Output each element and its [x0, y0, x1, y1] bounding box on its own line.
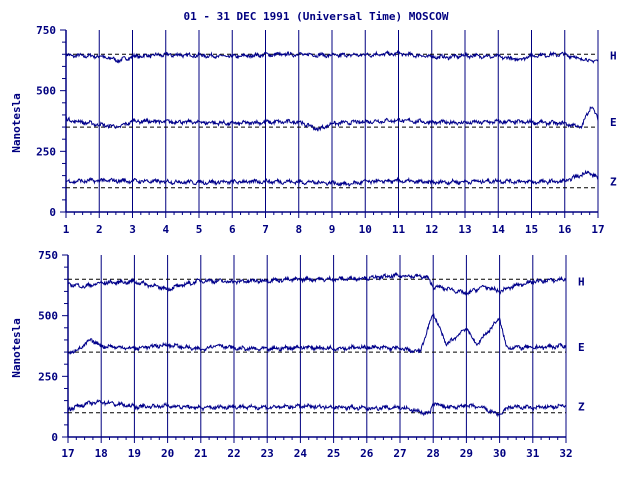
x-tick-label: 28: [427, 447, 440, 460]
x-tick-label: 26: [360, 447, 374, 460]
x-tick-label: 30: [493, 447, 506, 460]
x-tick-label: 24: [294, 447, 308, 460]
series-e: [67, 312, 567, 355]
series-e: [65, 106, 599, 132]
x-tick-label: 21: [194, 447, 208, 460]
series-label-h: H: [610, 49, 617, 62]
series-h: [67, 271, 567, 296]
x-tick-label: 19: [128, 447, 141, 460]
x-tick-label: 23: [261, 447, 274, 460]
x-tick-label: 6: [229, 223, 236, 236]
x-tick-label: 29: [460, 447, 473, 460]
x-tick-label: 5: [196, 223, 203, 236]
x-tick-label: 3: [129, 223, 136, 236]
series-h: [65, 49, 599, 64]
x-tick-label: 13: [458, 223, 471, 236]
y-tick-label: 750: [38, 249, 58, 262]
x-tick-label: 2: [96, 223, 103, 236]
y-tick-label: 750: [36, 24, 56, 37]
x-tick-label: 17: [61, 447, 74, 460]
x-tick-label: 4: [162, 223, 169, 236]
x-tick-label: 22: [227, 447, 240, 460]
x-tick-label: 32: [559, 447, 572, 460]
x-tick-label: 16: [558, 223, 572, 236]
y-tick-label: 250: [36, 145, 56, 158]
x-tick-label: 25: [327, 447, 340, 460]
x-tick-label: 1: [63, 223, 70, 236]
series-label-h: H: [578, 276, 585, 289]
y-axis-label: Nanotesla: [10, 318, 23, 378]
x-tick-label: 17: [591, 223, 604, 236]
y-tick-label: 0: [51, 431, 58, 444]
series-label-z: Z: [610, 176, 617, 189]
x-tick-label: 15: [525, 223, 538, 236]
x-tick-label: 11: [392, 223, 406, 236]
series-z: [65, 169, 599, 187]
series-label-e: E: [610, 116, 617, 129]
x-tick-label: 10: [359, 223, 372, 236]
x-tick-label: 9: [329, 223, 336, 236]
x-tick-label: 20: [161, 447, 174, 460]
y-tick-label: 0: [49, 206, 56, 219]
x-tick-label: 31: [526, 447, 540, 460]
chart-title: 01 - 31 DEC 1991 (Universal Time) MOSCOW: [184, 10, 449, 23]
panel-bottom: 0 250 500 750 17 18 19 20 21 22 23 24 25 26 27 28 29 30 31…: [10, 249, 585, 460]
x-tick-label: 14: [492, 223, 506, 236]
x-tick-label: 8: [295, 223, 302, 236]
x-tick-label: 7: [262, 223, 269, 236]
y-tick-label: 500: [36, 85, 56, 98]
y-tick-label: 250: [38, 370, 58, 383]
series-z: [67, 398, 567, 418]
series-label-e: E: [578, 341, 585, 354]
series-label-z: Z: [578, 401, 585, 414]
y-axis-label: Nanotesla: [10, 93, 23, 153]
x-tick-label: 12: [425, 223, 438, 236]
x-tick-label: 18: [95, 447, 108, 460]
y-tick-label: 500: [38, 310, 58, 323]
x-tick-label: 27: [393, 447, 406, 460]
